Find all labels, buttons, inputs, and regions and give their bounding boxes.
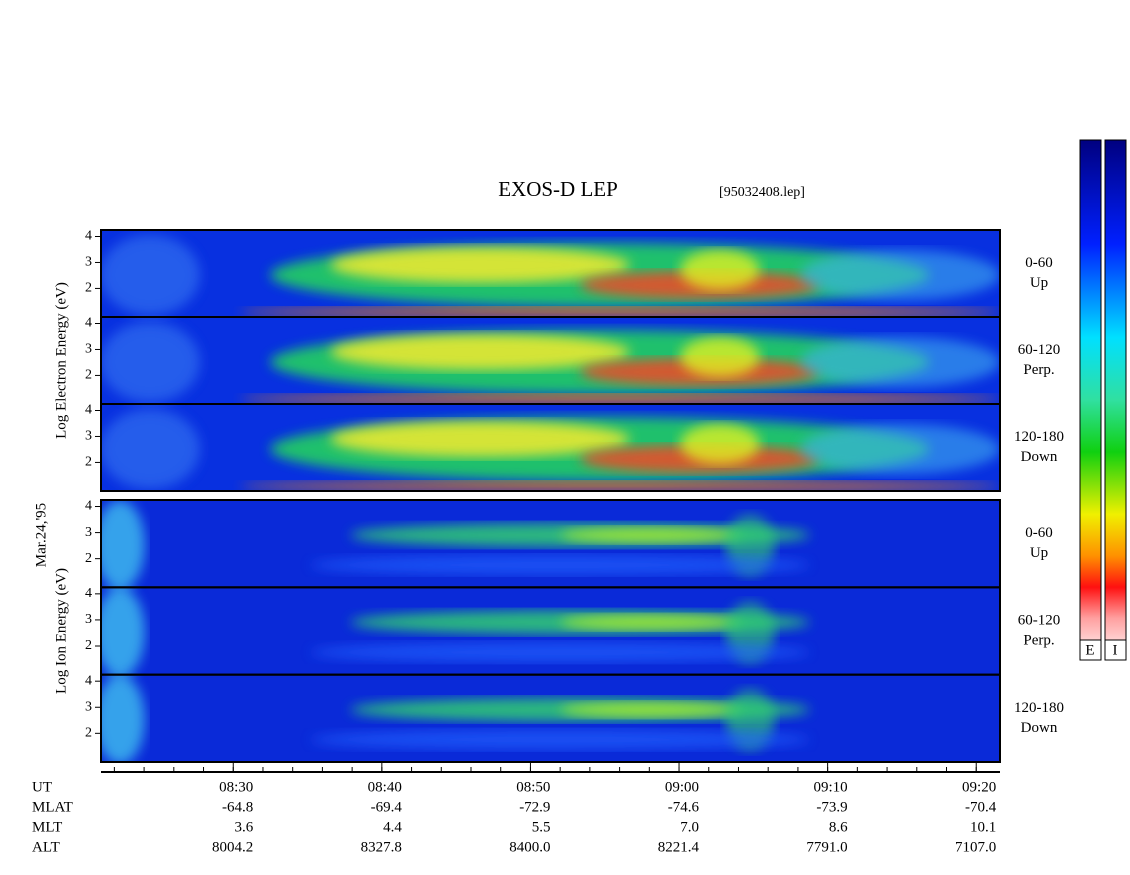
table-value: 7791.0 xyxy=(806,839,847,855)
y-tick-label: 2 xyxy=(85,455,92,470)
colorbar xyxy=(1079,139,1102,661)
x-tick-label: 08:40 xyxy=(368,779,402,795)
y-tick-label: 3 xyxy=(85,342,92,357)
table-row-label: MLAT xyxy=(32,799,73,815)
y-tick-label: 2 xyxy=(85,368,92,383)
table-value: 8327.8 xyxy=(361,839,402,855)
electron-spectrogram xyxy=(101,230,1000,491)
spectrogram-blob xyxy=(240,307,1000,317)
spectrogram-blob xyxy=(560,701,740,718)
table-value: 5.5 xyxy=(532,819,551,835)
spectrogram-blob xyxy=(560,614,740,631)
spectrogram-blob xyxy=(800,337,1000,387)
table-value: 8221.4 xyxy=(658,839,700,855)
table-value: 4.4 xyxy=(383,819,402,835)
y-tick-label: 4 xyxy=(85,229,92,244)
table-value: 7.0 xyxy=(680,819,699,835)
colorbars: E I xyxy=(1079,139,1127,661)
spectrogram-blob xyxy=(101,674,145,762)
y-tick-label: 3 xyxy=(85,612,92,627)
panel-direction-label: Up xyxy=(1030,545,1048,561)
spectrogram-blob xyxy=(330,334,630,370)
panel-angle-label: 120-180 xyxy=(1014,700,1064,716)
colorbar xyxy=(1104,139,1127,661)
table-row-label: ALT xyxy=(32,839,60,855)
x-tick-label: 08:30 xyxy=(219,779,253,795)
x-tick-label: 09:00 xyxy=(665,779,699,795)
date-label: Mar.24,'95 xyxy=(33,503,49,567)
table-value: -69.4 xyxy=(371,799,403,815)
panel-direction-label: Up xyxy=(1030,275,1048,291)
table-value: -70.4 xyxy=(965,799,997,815)
spectrogram-blob xyxy=(310,729,810,750)
panel-angle-label: 60-120 xyxy=(1018,612,1061,628)
spectrogram-blob xyxy=(310,555,810,575)
spectrogram-blob xyxy=(680,250,760,290)
spectrogram-blob xyxy=(101,409,200,489)
table-value: 7107.0 xyxy=(955,839,996,855)
panel-frame xyxy=(100,403,1001,492)
spectrogram-blob xyxy=(330,247,630,283)
y-tick-label: 4 xyxy=(85,403,92,418)
spectrogram-blob xyxy=(101,587,145,678)
y-tick-label: 4 xyxy=(85,499,92,514)
table-value: 8.6 xyxy=(829,819,848,835)
panel-direction-label: Perp. xyxy=(1023,362,1054,378)
y-tick-label: 3 xyxy=(85,699,92,714)
y-tick-label: 2 xyxy=(85,726,92,741)
chart-title: EXOS-D LEP xyxy=(498,177,618,201)
spectrogram-blob xyxy=(240,394,1000,404)
panel-angle-label: 120-180 xyxy=(1014,429,1064,445)
y-tick-label: 4 xyxy=(85,586,92,601)
table-value: 3.6 xyxy=(234,819,253,835)
y-axis-label: Log Electron Energy (eV) xyxy=(53,282,69,439)
table-value: 10.1 xyxy=(970,819,996,835)
table-value: -73.9 xyxy=(816,799,847,815)
spectrogram-blob xyxy=(240,481,1000,491)
panel-angle-label: 0-60 xyxy=(1025,255,1053,271)
spectrogram-blob xyxy=(680,424,760,464)
x-tick-label: 09:20 xyxy=(962,779,996,795)
table-row-label: MLT xyxy=(32,819,62,835)
spectrogram-blob xyxy=(800,424,1000,474)
y-tick-label: 2 xyxy=(85,281,92,296)
table-value: -74.6 xyxy=(668,799,700,815)
panel-direction-label: Down xyxy=(1021,720,1058,736)
colorbar-label-box xyxy=(1104,639,1127,661)
panel-frame xyxy=(100,673,1001,764)
y-tick-label: 4 xyxy=(85,316,92,331)
panel-direction-label: Perp. xyxy=(1023,632,1054,648)
spectrogram-blob xyxy=(680,337,760,377)
spectrogram-blob xyxy=(560,527,740,543)
panel-direction-label: Down xyxy=(1021,449,1058,465)
colorbar-label: I xyxy=(1113,642,1118,658)
spectrogram-blob xyxy=(330,421,630,457)
y-tick-label: 2 xyxy=(85,638,92,653)
y-tick-label: 3 xyxy=(85,429,92,444)
spectrogram-blob xyxy=(101,500,145,590)
y-tick-label: 4 xyxy=(85,673,92,688)
spectrogram-blob xyxy=(101,235,200,315)
x-tick-label: 09:10 xyxy=(813,779,847,795)
colorbar-label: E xyxy=(1085,642,1094,658)
spectrogram-blob xyxy=(101,322,200,402)
spectrogram-blob xyxy=(310,642,810,663)
y-tick-label: 3 xyxy=(85,525,92,540)
table-value: -72.9 xyxy=(519,799,550,815)
ion-spectrogram xyxy=(101,500,1000,762)
table-value: 8400.0 xyxy=(509,839,550,855)
table-value: -64.8 xyxy=(222,799,253,815)
y-tick-label: 2 xyxy=(85,551,92,566)
spectrogram-blob xyxy=(800,250,1000,300)
panel-angle-label: 60-120 xyxy=(1018,342,1061,358)
table-value: 8004.2 xyxy=(212,839,253,855)
chart-subtitle: [95032408.lep] xyxy=(719,185,805,200)
x-tick-label: 08:50 xyxy=(516,779,550,795)
colorbar-label-box xyxy=(1079,639,1102,661)
panel-angle-label: 0-60 xyxy=(1025,525,1053,541)
table-row-label: UT xyxy=(32,779,52,795)
y-axis-label: Log Ion Energy (eV) xyxy=(53,568,69,694)
y-tick-label: 3 xyxy=(85,255,92,270)
